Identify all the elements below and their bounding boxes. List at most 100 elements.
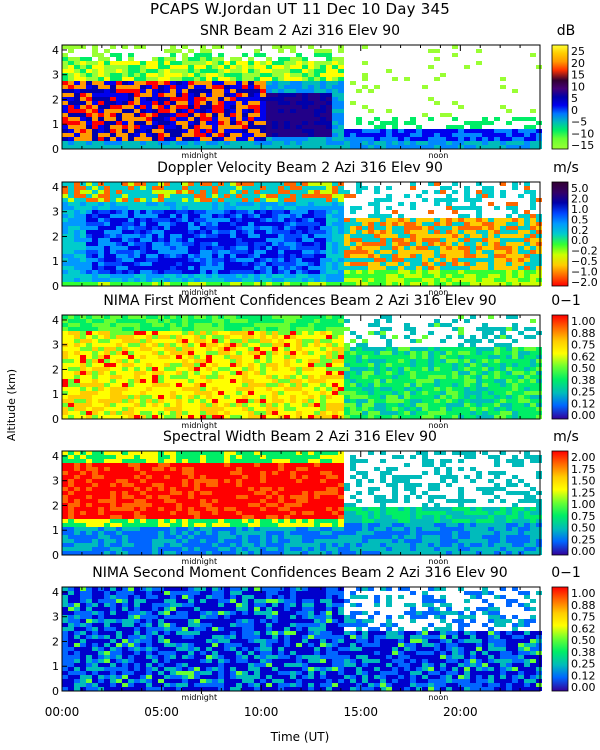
heatmap-cell [476, 250, 482, 254]
heatmap-cell [356, 250, 362, 254]
heatmap-cell [158, 202, 164, 206]
heatmap-cell [242, 85, 248, 89]
heatmap-cell [236, 250, 242, 254]
heatmap-cell [230, 331, 236, 335]
heatmap-cell [254, 121, 260, 125]
heatmap-cell [308, 323, 314, 327]
heatmap-cell [164, 258, 170, 262]
heatmap-cell [122, 331, 128, 335]
heatmap-cell [182, 202, 188, 206]
heatmap-cell [320, 238, 326, 242]
heatmap-cell [86, 230, 92, 234]
heatmap-cell [128, 226, 134, 230]
heatmap-cell [92, 190, 98, 194]
heatmap-cell [62, 407, 68, 411]
heatmap-cell [422, 411, 428, 415]
heatmap-cell [314, 61, 320, 65]
heatmap-cell [236, 141, 242, 145]
heatmap-cell [344, 411, 350, 415]
heatmap-cell [236, 190, 242, 194]
heatmap-cell [218, 105, 224, 109]
heatmap-cell [278, 331, 284, 335]
heatmap-cell [92, 403, 98, 407]
heatmap-cell [392, 222, 398, 226]
heatmap-cell [116, 198, 122, 202]
heatmap-cell [248, 395, 254, 399]
heatmap-cell [104, 93, 110, 97]
heatmap-cell [80, 359, 86, 363]
heatmap-cell [176, 375, 182, 379]
heatmap-cell [242, 113, 248, 117]
heatmap-cell [380, 411, 386, 415]
heatmap-cell [272, 270, 278, 274]
heatmap-cell [302, 57, 308, 61]
heatmap-cell [212, 379, 218, 383]
heatmap-cell [398, 218, 404, 222]
heatmap-cell [74, 137, 80, 141]
heatmap-cell [122, 242, 128, 246]
heatmap-cell [470, 266, 476, 270]
heatmap-cell [452, 254, 458, 258]
heatmap-cell [224, 254, 230, 258]
heatmap-cell [134, 339, 140, 343]
heatmap-cell [308, 250, 314, 254]
heatmap-cell [506, 274, 512, 278]
heatmap-cell [164, 371, 170, 375]
heatmap-cell [290, 250, 296, 254]
heatmap-cell [278, 73, 284, 77]
heatmap-cell [284, 89, 290, 93]
heatmap-cell [362, 258, 368, 262]
heatmap-cell [266, 73, 272, 77]
heatmap-cell [254, 274, 260, 278]
heatmap-cell [188, 125, 194, 129]
heatmap-cell [176, 222, 182, 226]
heatmap-cell [164, 133, 170, 137]
heatmap-cell [308, 335, 314, 339]
heatmap-cell [224, 262, 230, 266]
heatmap-cell [392, 137, 398, 141]
heatmap-cell [80, 182, 86, 186]
heatmap-cell [68, 351, 74, 355]
heatmap-cell [410, 391, 416, 395]
heatmap-cell [68, 391, 74, 395]
heatmap-cell [128, 101, 134, 105]
heatmap-cell [230, 343, 236, 347]
heatmap-cell [206, 359, 212, 363]
heatmap-cell [62, 403, 68, 407]
heatmap-cell [524, 274, 530, 278]
heatmap-cell [380, 246, 386, 250]
heatmap-cell [314, 125, 320, 129]
heatmap-cell [122, 347, 128, 351]
heatmap-cell [482, 121, 488, 125]
heatmap-cell [272, 274, 278, 278]
heatmap-cell [176, 206, 182, 210]
y-tick-label: 1 [52, 118, 59, 131]
heatmap-cell [446, 222, 452, 226]
heatmap-cell [458, 206, 464, 210]
heatmap-cell [116, 375, 122, 379]
heatmap-cell [122, 222, 128, 226]
heatmap-cell [266, 331, 272, 335]
heatmap-cell [266, 359, 272, 363]
heatmap-cell [428, 137, 434, 141]
heatmap-cell [104, 182, 110, 186]
heatmap-cell [206, 274, 212, 278]
heatmap-cell [362, 383, 368, 387]
heatmap-cell [164, 194, 170, 198]
heatmap-cell [224, 347, 230, 351]
heatmap-cell [116, 270, 122, 274]
heatmap-cell [302, 105, 308, 109]
heatmap-cell [266, 226, 272, 230]
heatmap-cell [200, 375, 206, 379]
heatmap-cell [512, 230, 518, 234]
heatmap-cell [536, 258, 542, 262]
heatmap-cell [104, 327, 110, 331]
heatmap-cell [182, 81, 188, 85]
heatmap-cell [284, 343, 290, 347]
heatmap-cell [164, 137, 170, 141]
heatmap-cell [386, 69, 392, 73]
heatmap-cell [80, 93, 86, 97]
heatmap-cell [296, 109, 302, 113]
heatmap-cell [392, 77, 398, 81]
